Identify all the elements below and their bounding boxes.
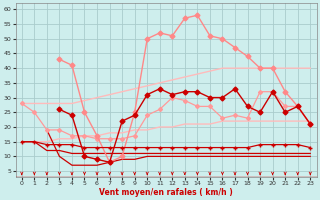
X-axis label: Vent moyen/en rafales ( km/h ): Vent moyen/en rafales ( km/h ) [99,188,233,197]
